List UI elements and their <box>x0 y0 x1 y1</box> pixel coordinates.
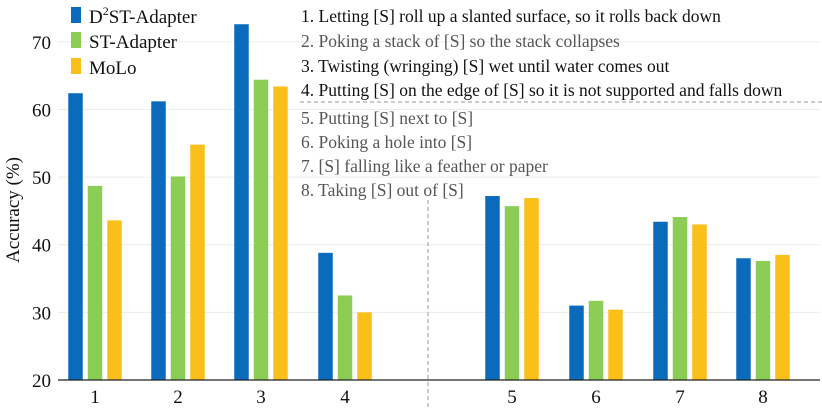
bar <box>357 312 372 380</box>
bar <box>653 221 668 380</box>
bar <box>736 258 751 380</box>
annotation-text: 3. Twisting (wringing) [S] wet until wat… <box>301 56 669 76</box>
legend-label: ST-Adapter <box>89 32 178 53</box>
y-tick-label: 50 <box>32 168 51 189</box>
y-tick-label: 30 <box>32 303 51 324</box>
bar <box>569 305 584 380</box>
annotation-text: 2. Poking a stack of [S] so the stack co… <box>301 31 620 51</box>
y-axis-title: Accuracy (%) <box>3 157 24 263</box>
bar <box>234 24 249 380</box>
legend-item: D2ST-Adapter <box>71 4 197 28</box>
legend-label: MoLo <box>89 58 137 79</box>
bar <box>318 252 333 380</box>
x-tick-label: 6 <box>591 387 601 408</box>
bars <box>68 24 790 381</box>
legend-swatch <box>71 58 81 74</box>
legend-swatch <box>71 32 81 48</box>
x-tick-label: 2 <box>173 387 183 408</box>
bar <box>608 309 623 380</box>
annotation-text: 4. Putting [S] on the edge of [S] so it … <box>301 80 782 100</box>
annotation-text: 1. Letting [S] roll up a slanted surface… <box>301 6 721 26</box>
y-tick-label: 60 <box>32 100 51 121</box>
y-tick-label: 20 <box>32 371 51 392</box>
bar <box>273 86 288 380</box>
annotations: 1. Letting [S] roll up a slanted surface… <box>300 6 822 200</box>
bar <box>87 185 103 380</box>
legend-item: MoLo <box>71 58 137 79</box>
annotation-text: 6. Poking a hole into [S] <box>301 132 472 152</box>
x-tick-label: 7 <box>675 387 685 408</box>
legend-item: ST-Adapter <box>71 32 178 53</box>
bar <box>190 144 205 380</box>
legend: D2ST-Adapter ST-Adapter MoLo <box>71 4 197 79</box>
x-tick-label: 1 <box>90 387 100 408</box>
x-axis: 1 2 3 4 5 6 7 8 <box>58 200 820 408</box>
bar <box>253 79 269 380</box>
x-tick-label: 3 <box>256 387 266 408</box>
x-tick-label: 4 <box>340 387 350 408</box>
y-tick-label: 70 <box>32 33 51 54</box>
annotation-text: 8. Taking [S] out of [S] <box>301 180 464 200</box>
bar <box>524 198 539 380</box>
bar <box>672 216 688 380</box>
legend-swatch <box>71 7 81 23</box>
y-axis: 20 30 40 50 60 70 <box>32 33 51 392</box>
x-tick-label: 5 <box>507 387 517 408</box>
annotation-text: 5. Putting [S] next to [S] <box>301 108 473 128</box>
bar <box>588 300 604 380</box>
annotation-text: 7. [S] falling like a feather or paper <box>301 156 548 176</box>
bar <box>485 196 500 380</box>
x-tick-label: 8 <box>758 387 768 408</box>
legend-label: D2ST-Adapter <box>89 4 197 28</box>
bar <box>107 220 122 380</box>
bar <box>755 260 771 380</box>
bar <box>170 176 186 380</box>
bar <box>775 254 790 380</box>
bar <box>68 93 83 381</box>
bar <box>692 224 707 380</box>
y-tick-label: 40 <box>32 236 51 257</box>
bar <box>151 101 166 380</box>
bar <box>504 206 520 380</box>
bar <box>337 295 353 380</box>
